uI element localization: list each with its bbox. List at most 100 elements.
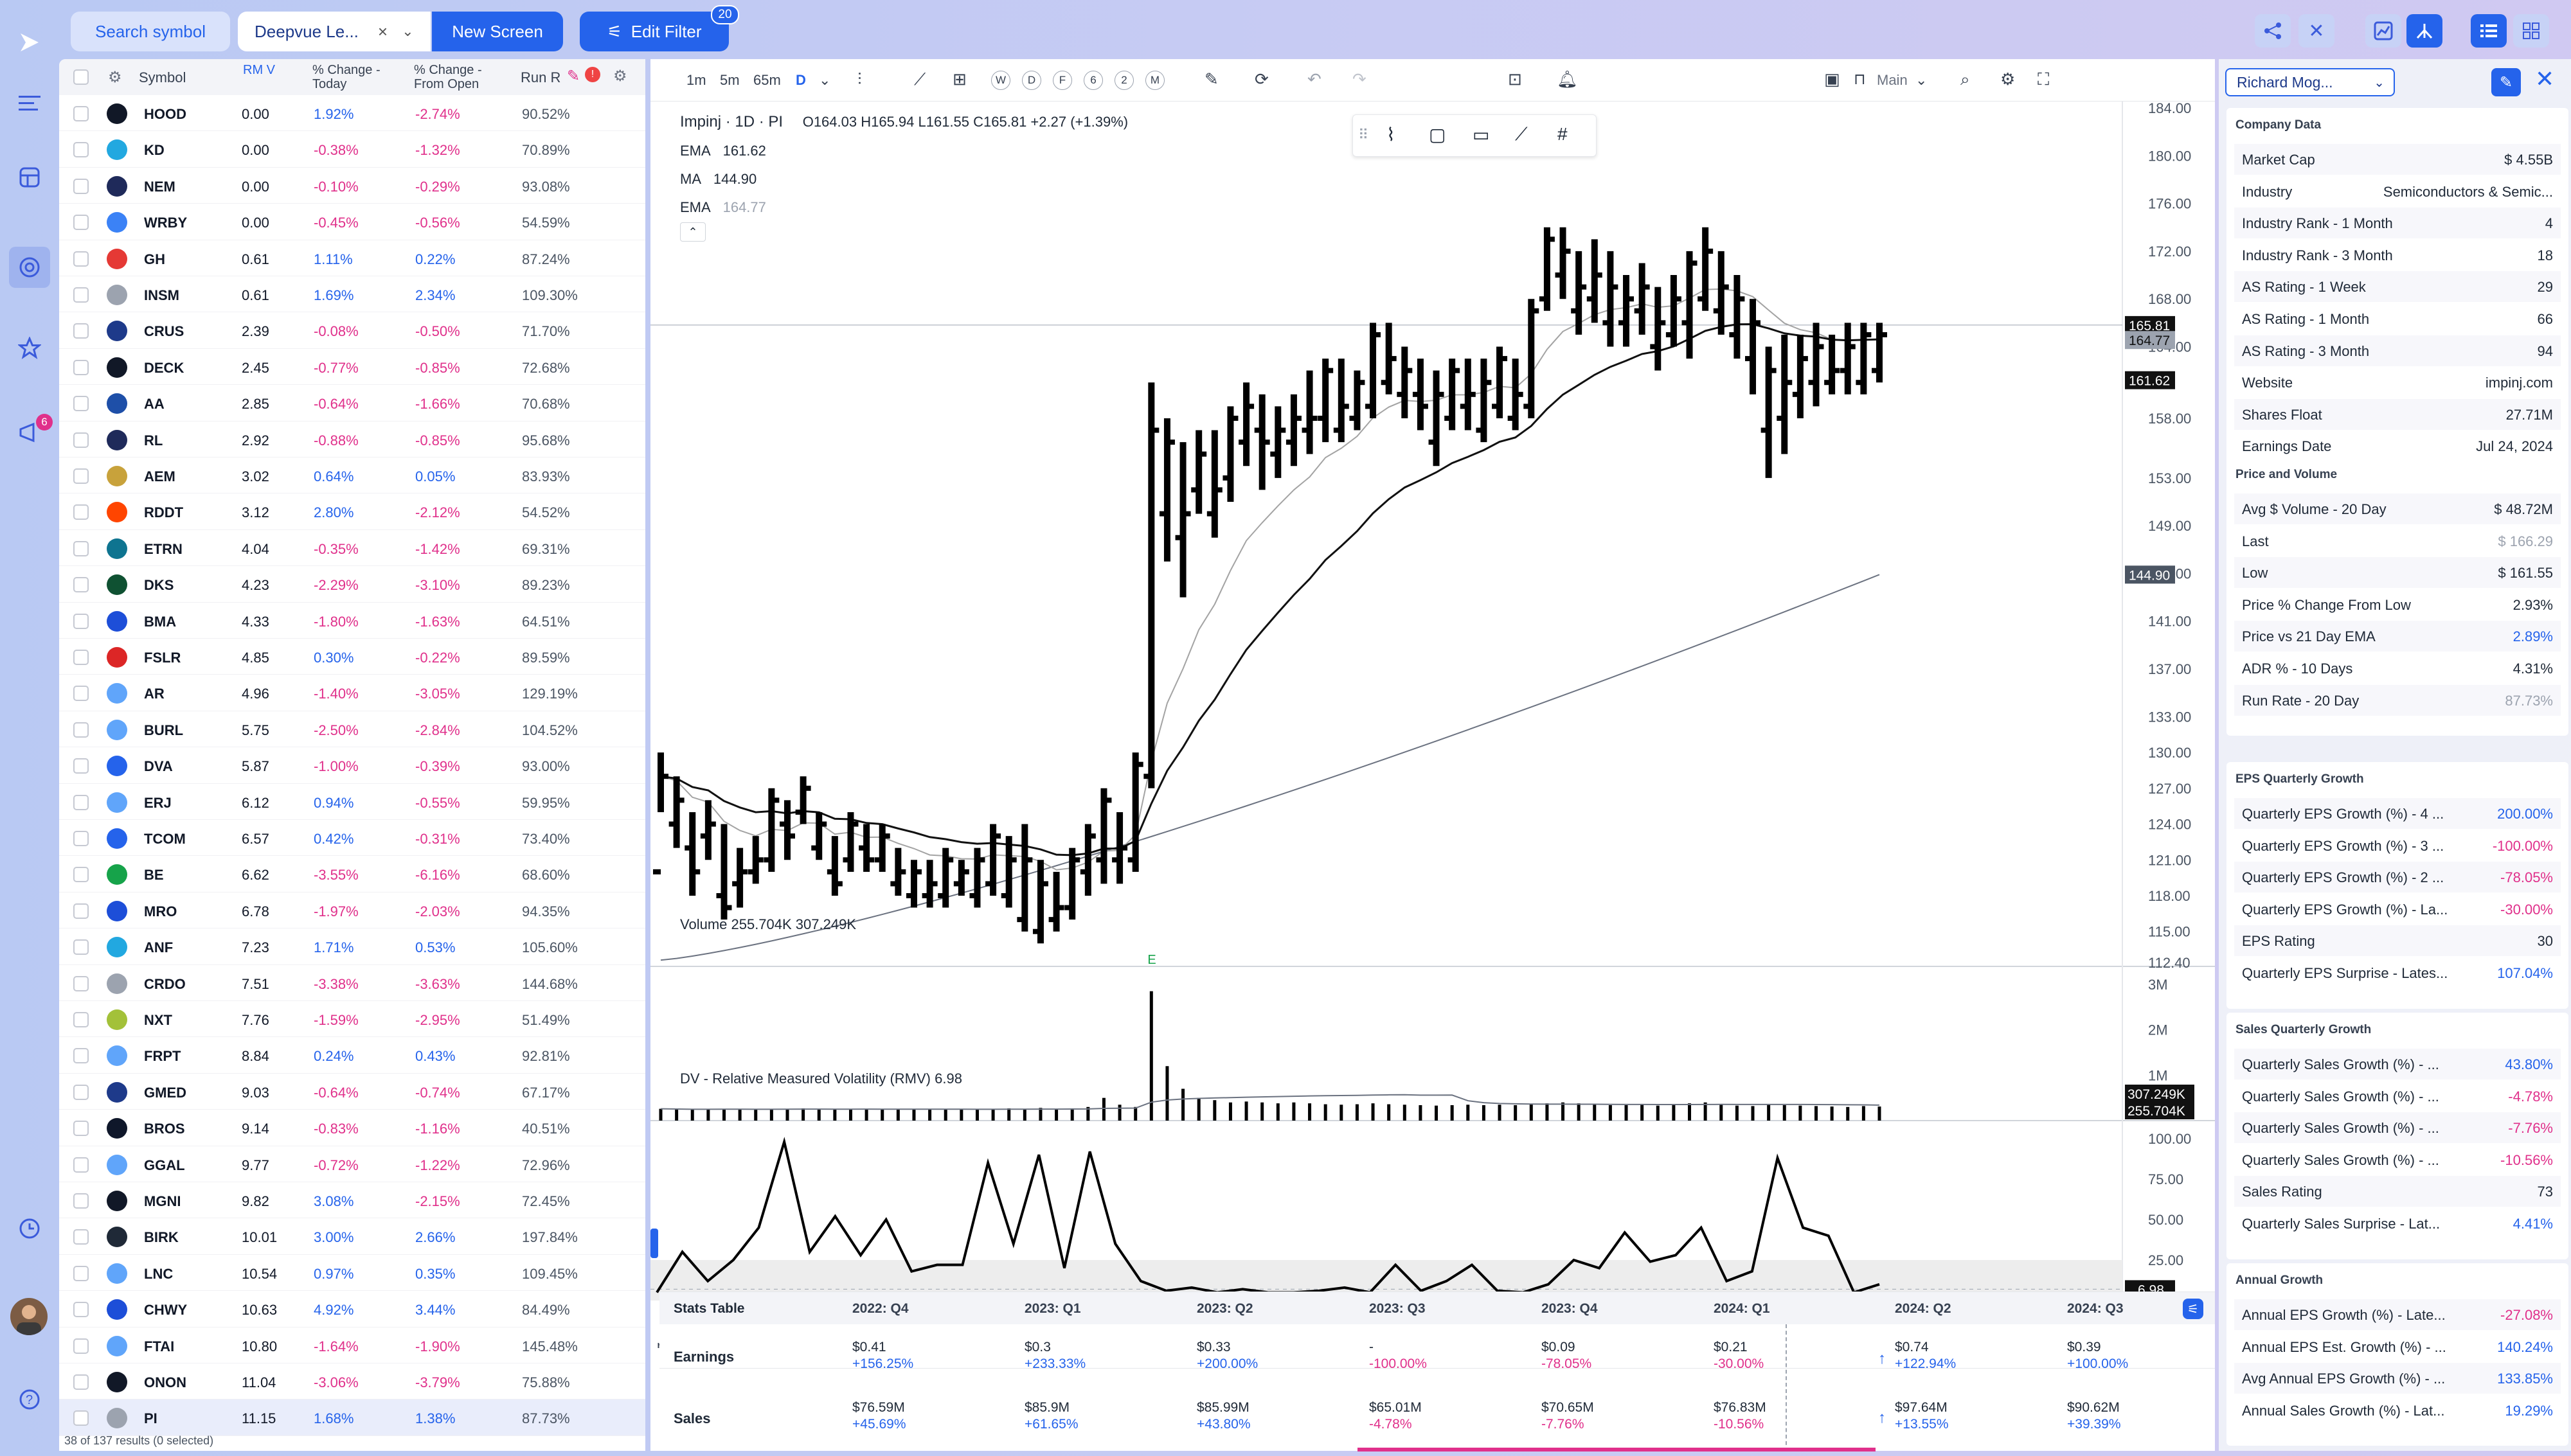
symbol-ticker[interactable]: ERJ [144, 794, 172, 811]
timeframe-5m[interactable]: 5m [720, 72, 740, 88]
symbol-ticker[interactable]: ONON [144, 1374, 186, 1390]
row-checkbox[interactable] [73, 142, 89, 158]
row-checkbox[interactable] [73, 287, 89, 303]
symbol-ticker[interactable]: LNC [144, 1265, 174, 1282]
watchlist-row[interactable]: HOOD 0.00 1.92% -2.74% 90.52% [59, 95, 645, 132]
watchlist-row[interactable]: CRDO 7.51 -3.38% -3.63% 144.68% [59, 965, 645, 1001]
row-checkbox[interactable] [73, 867, 89, 883]
star-icon[interactable] [15, 334, 44, 362]
watchlist-row[interactable]: RDDT 3.12 2.80% -2.12% 54.52% [59, 493, 645, 530]
list-view-icon[interactable] [2471, 14, 2507, 48]
timeframe-65m[interactable]: 65m [753, 72, 781, 88]
watchlist-row[interactable]: BMA 4.33 -1.80% -1.63% 64.51% [59, 603, 645, 639]
change-open-column-header[interactable]: % Change - From Open [414, 63, 482, 91]
grid-view-icon[interactable] [2513, 14, 2549, 48]
watchlist-row[interactable]: BROS 9.14 -0.83% -1.16% 40.51% [59, 1110, 645, 1146]
row-checkbox[interactable] [73, 975, 89, 991]
row-checkbox[interactable] [73, 722, 89, 738]
symbol-ticker[interactable]: BROS [144, 1121, 185, 1137]
symbol-ticker[interactable]: ANF [144, 939, 174, 956]
row-checkbox[interactable] [73, 939, 89, 955]
screener-icon[interactable] [9, 247, 50, 288]
search-symbol-button[interactable]: Search symbol [71, 12, 230, 51]
range-w-button[interactable]: W [991, 71, 1010, 90]
row-checkbox[interactable] [73, 1048, 89, 1064]
symbol-ticker[interactable]: PI [144, 1410, 157, 1427]
rmv-column-header[interactable]: RM V [243, 63, 275, 77]
x-twitter-icon[interactable]: ✕ [2298, 14, 2334, 48]
refresh-icon[interactable]: ⟳ [1255, 69, 1269, 89]
symbol-ticker[interactable]: DECK [144, 359, 184, 376]
row-checkbox[interactable] [73, 613, 89, 629]
watchlist-row[interactable]: AEM 3.02 0.64% 0.05% 83.93% [59, 457, 645, 494]
stats-settings-icon[interactable]: ⚟ [2183, 1299, 2203, 1319]
symbol-ticker[interactable]: WRBY [144, 215, 188, 231]
row-checkbox[interactable] [73, 359, 89, 375]
watchlist-row[interactable]: BE 6.62 -3.55% -6.16% 68.60% [59, 856, 645, 892]
settings-gear-icon[interactable]: ⚙ [108, 69, 122, 86]
symbol-ticker[interactable]: FRPT [144, 1048, 181, 1065]
symbol-ticker[interactable]: BURL [144, 722, 184, 738]
symbol-ticker[interactable]: DVA [144, 758, 173, 775]
row-checkbox[interactable] [73, 178, 89, 194]
symbol-ticker[interactable]: AA [144, 396, 165, 413]
watchlist-row[interactable]: DVA 5.87 -1.00% -0.39% 93.00% [59, 747, 645, 784]
watchlist-row[interactable]: MGNI 9.82 3.08% -2.15% 72.45% [59, 1182, 645, 1219]
edit-filter-button[interactable]: ⚟ Edit Filter [580, 12, 729, 51]
price-chart[interactable]: 184.00180.00176.00172.00168.00164.00158.… [650, 102, 2215, 1348]
watchlist-row[interactable]: WRBY 0.00 -0.45% -0.56% 54.59% [59, 204, 645, 240]
row-checkbox[interactable] [73, 106, 89, 121]
row-checkbox[interactable] [73, 794, 89, 810]
watchlist-row[interactable]: FRPT 8.84 0.24% 0.43% 92.81% [59, 1037, 645, 1074]
watchlist-row[interactable]: FTAI 10.80 -1.64% -1.90% 145.48% [59, 1327, 645, 1363]
deepvue-logo-icon[interactable] [15, 28, 44, 57]
symbol-ticker[interactable]: GH [144, 251, 165, 267]
watchlist-row[interactable]: CRUS 2.39 -0.08% -0.50% 71.70% [59, 312, 645, 349]
row-checkbox[interactable] [73, 686, 89, 702]
run-rate-column-header[interactable]: Run R [521, 69, 561, 85]
watchlist-row[interactable]: DKS 4.23 -2.29% -3.10% 89.23% [59, 566, 645, 603]
comment-icon[interactable]: ▭ [1473, 125, 1490, 145]
row-checkbox[interactable] [73, 1121, 89, 1137]
help-icon[interactable]: ? [15, 1385, 44, 1414]
symbol-ticker[interactable]: DKS [144, 577, 174, 594]
zoom-search-icon[interactable]: ⌕ [1960, 69, 1970, 89]
row-checkbox[interactable] [73, 903, 89, 919]
symbol-ticker[interactable]: BIRK [144, 1229, 179, 1246]
range-2-button[interactable]: 2 [1115, 71, 1134, 90]
row-checkbox[interactable] [73, 1229, 89, 1245]
symbol-ticker[interactable]: CHWY [144, 1302, 188, 1318]
row-checkbox[interactable] [73, 323, 89, 339]
watchlist-row[interactable]: KD 0.00 -0.38% -1.32% 70.89% [59, 131, 645, 168]
clock-icon[interactable] [15, 1214, 44, 1243]
symbol-ticker[interactable]: GGAL [144, 1157, 185, 1173]
timeframe-chevron-icon[interactable]: ⌄ [819, 72, 831, 88]
watchlist-row[interactable]: INSM 0.61 1.69% 2.34% 109.30% [59, 276, 645, 313]
symbol-ticker[interactable]: BMA [144, 613, 177, 630]
chevron-down-icon[interactable]: ⌄ [402, 23, 414, 39]
watchlist-row[interactable]: ERJ 6.12 0.94% -0.55% 59.95% [59, 784, 645, 820]
row-checkbox[interactable] [73, 1374, 89, 1390]
horizontal-scrollbar[interactable] [1357, 1448, 1876, 1452]
row-checkbox[interactable] [73, 758, 89, 774]
row-checkbox[interactable] [73, 1084, 89, 1100]
screen-tab[interactable]: Deepvue Le... × ⌄ [238, 12, 431, 51]
row-checkbox[interactable] [73, 504, 89, 520]
row-checkbox[interactable] [73, 577, 89, 593]
symbol-ticker[interactable]: ETRN [144, 540, 183, 557]
bar-style-icon[interactable]: ⫶ [857, 69, 862, 89]
layout-name[interactable]: Main [1877, 72, 1908, 88]
folder-icon[interactable]: ⊓ [1854, 71, 1866, 88]
row-checkbox[interactable] [73, 1193, 89, 1209]
symbol-ticker[interactable]: GMED [144, 1084, 186, 1101]
avatar[interactable] [10, 1298, 48, 1335]
close-panel-icon[interactable]: ✕ [2535, 66, 2555, 92]
menu-icon[interactable] [15, 89, 44, 117]
watchlist-row[interactable]: TCOM 6.57 0.42% -0.31% 73.40% [59, 820, 645, 857]
change-today-column-header[interactable]: % Change - Today [312, 63, 381, 91]
watchlist-row[interactable]: GGAL 9.77 -0.72% -1.22% 72.96% [59, 1146, 645, 1182]
symbol-ticker[interactable]: RDDT [144, 504, 184, 521]
symbol-ticker[interactable]: MRO [144, 903, 177, 919]
chart-settings-icon[interactable]: ⚙ [2000, 69, 2016, 89]
timeframe-1m[interactable]: 1m [686, 72, 706, 88]
